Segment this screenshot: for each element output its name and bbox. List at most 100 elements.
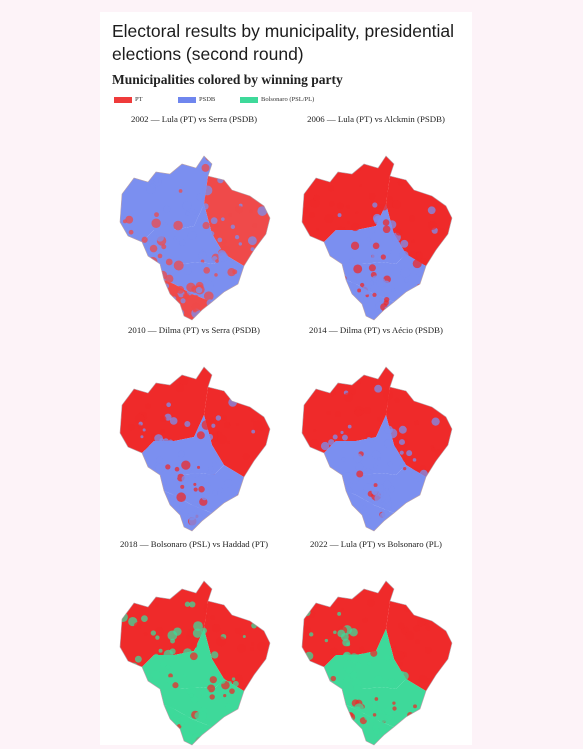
municipality-patch	[157, 253, 163, 259]
municipality-patch	[266, 416, 270, 420]
municipality-patch	[368, 264, 376, 272]
municipality-patch	[351, 302, 360, 311]
municipality-patch	[167, 676, 175, 685]
municipality-patch	[230, 601, 237, 608]
municipality-patch	[126, 386, 136, 396]
municipality-patch	[172, 682, 179, 689]
municipality-patch	[372, 202, 378, 208]
municipality-patch	[416, 603, 424, 611]
municipality-patch	[250, 247, 255, 252]
municipality-patch	[198, 711, 208, 721]
municipality-patch	[361, 157, 367, 163]
municipality-patch	[413, 704, 417, 709]
municipality-patch	[392, 663, 397, 668]
municipality-patch	[154, 626, 164, 636]
map-title-2018: 2018 — Bolsonaro (PSL) vs Haddad (PT)	[119, 539, 269, 549]
municipality-patch	[193, 621, 203, 632]
municipality-patch	[419, 179, 428, 188]
municipality-patch	[180, 722, 185, 727]
municipality-patch	[254, 467, 264, 477]
municipality-patch	[340, 716, 348, 725]
municipality-patch	[186, 686, 197, 696]
municipality-patch	[191, 733, 202, 743]
municipality-patch	[226, 440, 230, 445]
municipality-patch	[418, 674, 428, 684]
municipality-patch	[229, 688, 235, 694]
municipality-patch	[183, 648, 193, 658]
municipality-patch	[182, 673, 187, 678]
municipality-patch	[405, 631, 415, 641]
municipality-patch	[192, 308, 197, 313]
municipality-patch	[427, 180, 433, 186]
municipality-patch	[137, 162, 147, 171]
municipality-patch	[203, 267, 211, 274]
municipality-patch	[373, 675, 383, 685]
municipality-patch	[343, 520, 351, 528]
municipality-patch	[122, 405, 128, 411]
municipality-patch	[163, 222, 168, 227]
municipality-patch	[217, 176, 224, 184]
municipality-patch	[266, 664, 270, 671]
map-title-2014: 2014 — Dilma (PT) vs Aécio (PSDB)	[309, 325, 443, 335]
municipality-patch	[408, 215, 416, 222]
municipality-patch	[376, 416, 382, 422]
municipality-patch	[155, 456, 164, 464]
municipality-patch	[312, 583, 319, 590]
municipality-patch	[394, 397, 400, 404]
municipality-patch	[353, 506, 361, 514]
municipality-patch	[334, 410, 342, 418]
municipality-patch	[196, 192, 206, 202]
municipality-patch	[263, 390, 269, 395]
municipality-patch	[349, 628, 358, 637]
municipality-patch	[412, 391, 420, 398]
municipality-patch	[222, 296, 232, 306]
municipality-patch	[400, 239, 409, 248]
municipality-patch	[217, 237, 223, 243]
municipality-patch	[375, 277, 386, 288]
municipality-patch	[202, 221, 210, 230]
municipality-patch	[134, 413, 145, 424]
municipality-patch	[384, 527, 390, 531]
municipality-patch	[391, 287, 396, 293]
map-2022	[301, 580, 453, 746]
region-southeast-2022	[342, 679, 426, 727]
municipality-patch	[141, 236, 148, 243]
map-regions-2006	[302, 156, 452, 320]
municipality-patch	[212, 490, 218, 496]
municipality-patch	[142, 428, 146, 432]
municipality-patch	[237, 179, 242, 184]
municipality-patch	[366, 316, 373, 320]
municipality-patch	[348, 257, 356, 265]
municipality-patch	[124, 158, 134, 169]
map-panel-2010: 2010 — Dilma (PT) vs Serra (PSDB)	[104, 325, 284, 535]
municipality-patch	[397, 622, 405, 630]
municipality-patch	[345, 688, 349, 692]
legend-item-psdb: PSDB	[178, 95, 215, 105]
municipality-patch	[134, 392, 143, 401]
municipality-patch	[387, 461, 393, 467]
municipality-patch	[354, 409, 363, 417]
municipality-patch	[154, 434, 163, 443]
municipality-patch	[392, 200, 402, 209]
municipality-patch	[422, 276, 430, 283]
municipality-patch	[353, 684, 361, 692]
municipality-patch	[366, 598, 375, 607]
municipality-patch	[333, 630, 337, 635]
municipality-patch	[159, 415, 167, 423]
municipality-patch	[134, 655, 142, 663]
municipality-patch	[149, 244, 158, 253]
municipality-patch	[348, 724, 354, 730]
municipality-patch	[337, 213, 342, 218]
municipality-patch	[249, 209, 253, 214]
municipality-patch	[356, 470, 364, 478]
municipality-patch	[195, 286, 203, 294]
municipality-patch	[209, 676, 217, 684]
municipality-patch	[207, 684, 216, 693]
brazil-outline-2006	[301, 155, 453, 321]
municipality-patch	[202, 308, 212, 317]
municipality-patch	[182, 292, 190, 300]
municipality-patch	[178, 156, 183, 160]
municipality-patch	[214, 223, 219, 229]
municipality-patch	[350, 222, 360, 232]
map-panel-2002: 2002 — Lula (PT) vs Serra (PSDB)	[104, 114, 284, 324]
